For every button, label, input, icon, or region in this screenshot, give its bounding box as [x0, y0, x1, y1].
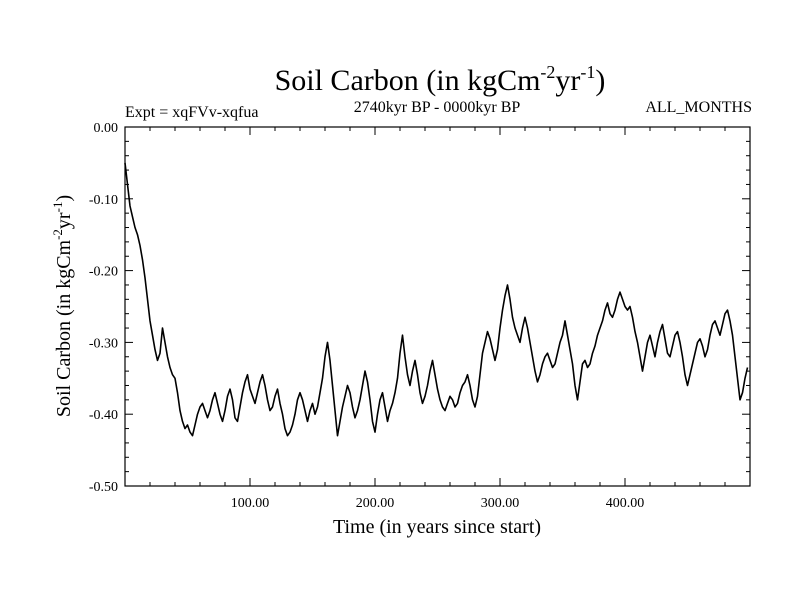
ylabel-main: Soil Carbon (in kgCm: [53, 239, 75, 417]
axis-tick-labels: 100.00 200.00 300.00 400.00 0.00 -0.10 -0.20 -0…: [89, 121, 644, 511]
y-tick-label: -0.10: [89, 193, 118, 208]
y-tick-label: -0.20: [89, 265, 118, 280]
series-line: [124, 162, 749, 437]
y-axis-label: Soil Carbon (in kgCm-2yr-1): [50, 195, 75, 417]
plot-frame: [124, 126, 751, 487]
subtitle-center: 2740kyr BP - 0000kyr BP: [354, 99, 521, 116]
x-tick-label: 200.00: [356, 496, 395, 511]
x-tick-label: 300.00: [481, 496, 520, 511]
axis-ticks: [125, 126, 750, 487]
ylabel-mid: yr: [53, 212, 75, 229]
subtitle-left: Expt = xqFVv-xqfua: [125, 104, 258, 121]
y-tick-label: -0.30: [89, 336, 118, 351]
x-axis-label: Time (in years since start): [333, 516, 541, 538]
y-tick-label: -0.50: [89, 480, 118, 495]
y-tick-label: -0.40: [89, 408, 118, 423]
ylabel-end: ): [53, 195, 75, 202]
title-end: ): [595, 64, 605, 97]
title-sup1: -2: [540, 62, 555, 82]
y-tick-label: 0.00: [94, 121, 119, 136]
chart-title: Soil Carbon (in kgCm-2yr-1): [275, 62, 606, 97]
ylabel-sup2: -1: [50, 202, 65, 213]
title-sup2: -1: [580, 62, 595, 82]
ylabel-sup1: -2: [50, 229, 65, 240]
data-series: [124, 162, 749, 437]
title-main: Soil Carbon (in kgCm: [275, 64, 541, 97]
x-tick-label: 100.00: [231, 496, 270, 511]
subtitle-right: ALL_MONTHS: [645, 99, 752, 116]
title-mid: yr: [555, 64, 580, 97]
x-tick-label: 400.00: [606, 496, 645, 511]
